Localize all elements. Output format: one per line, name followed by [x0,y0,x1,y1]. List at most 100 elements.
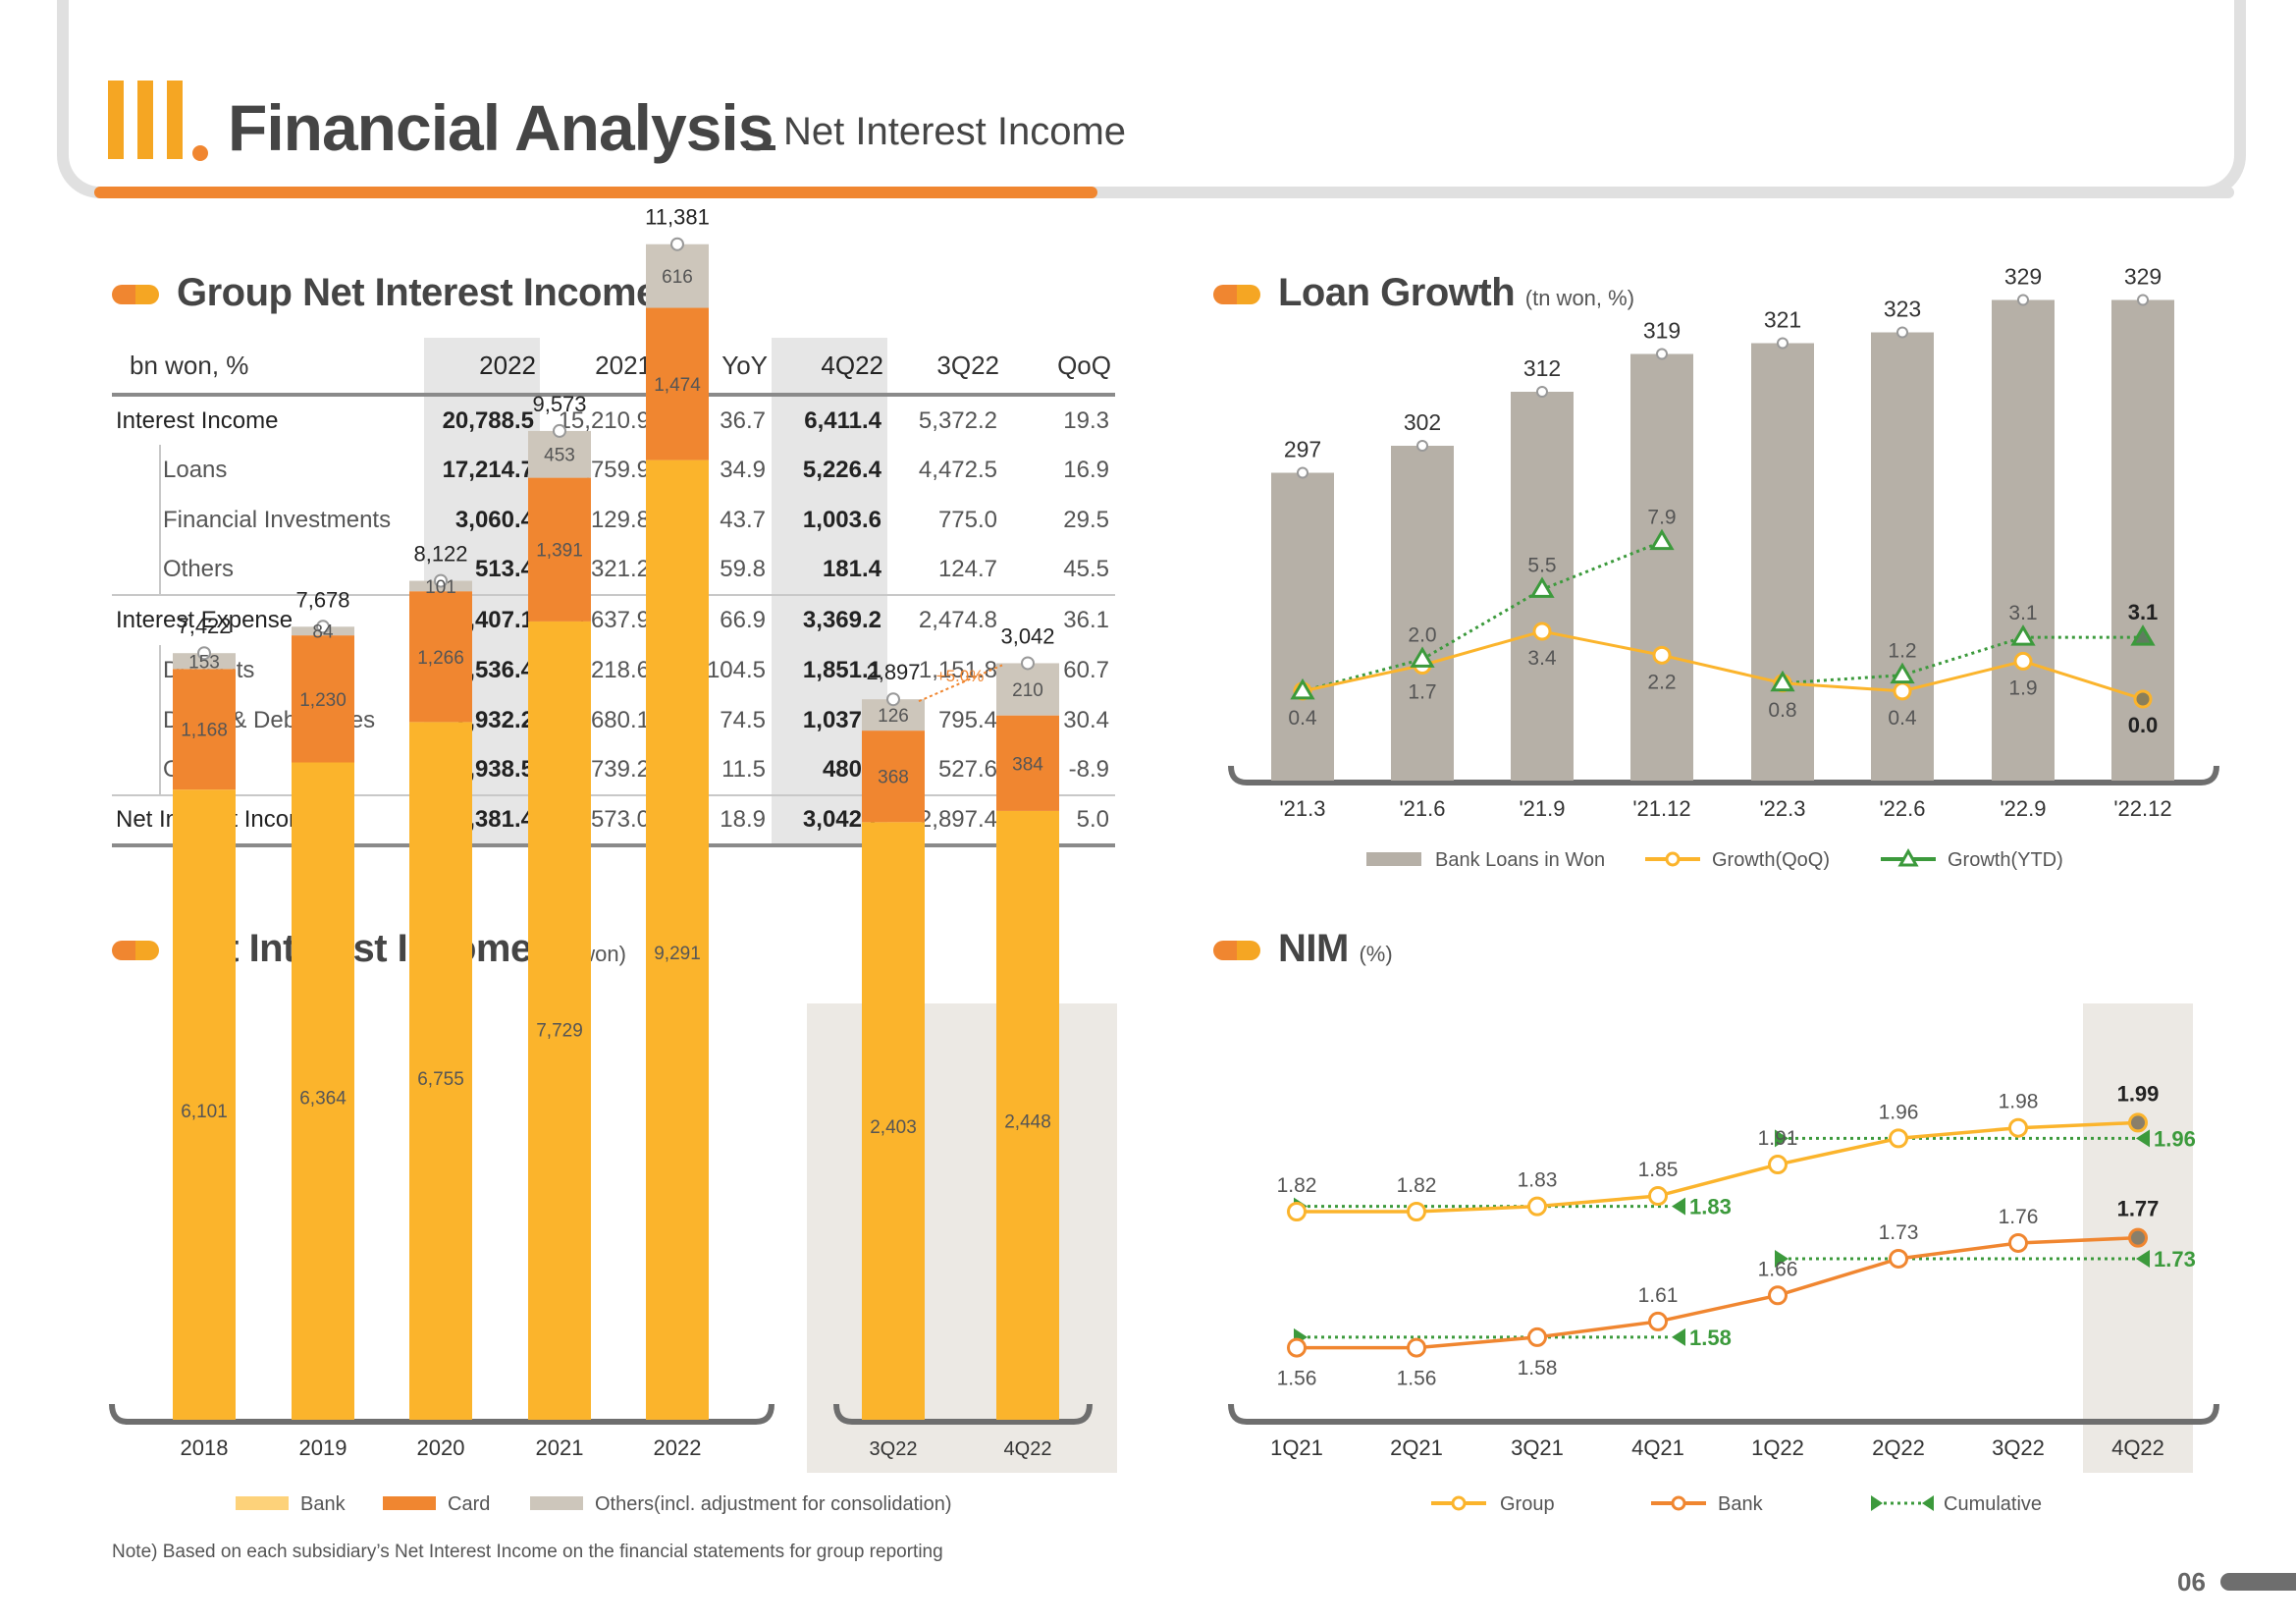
legend-swatch-others [530,1496,583,1510]
others-value-label: 126 [878,706,909,727]
bank-nim-line [1297,1235,2139,1350]
x-tick-label: 4Q22 [2111,1435,2164,1460]
x-tick-label: 3Q21 [1511,1435,1564,1460]
legend-marker-cumulative-end [1922,1495,1934,1511]
section-number-mark [108,81,208,161]
bank-segment [292,762,354,1420]
bank-nim-marker [1407,1337,1426,1358]
quarter-highlight-panel [807,1003,1117,1473]
legend-label: Bank [1718,1493,1764,1515]
table-row: Others 513.4 321.2 59.8 181.4 124.7 45.5 [112,545,1115,595]
bar-value-label: 329 [2124,264,2162,290]
bank-nim-label: 1.66 [1758,1258,1798,1280]
group-nim-label: 1.91 [1758,1127,1798,1150]
table-cell: 43.7 [720,506,766,533]
bank-nim-label: 1.76 [1999,1206,2039,1228]
table-cell: 60.7 [1063,656,1109,683]
qoq-value-label: 0.0 [2128,713,2159,737]
loan-bar [1992,299,2055,781]
page-title: Financial Analysis [228,91,774,164]
legend-label: Cumulative [1944,1493,2042,1515]
legend-marker-bank [1671,1495,1686,1511]
bank-segment [528,621,591,1420]
bank-nim-marker [2008,1232,2028,1253]
qoq-line [1302,629,2144,701]
legend-marker-qoq [1665,851,1681,867]
ytd-marker [1649,528,1675,551]
qoq-marker [1532,622,1552,641]
legend-label: Growth(QoQ) [1712,849,1830,871]
table-cell: 20,788.5 [424,394,540,445]
x-tick-label: 2Q22 [1872,1435,1925,1460]
group-nim-label: 1.82 [1277,1174,1317,1197]
bank-nim-marker [1648,1311,1668,1331]
x-tick-label: '22.9 [2000,796,2046,821]
table-cell: 775.0 [937,506,997,533]
card-value-label: 1,266 [417,648,464,669]
legend-swatch-bank [236,1496,289,1510]
ytd-marker [2010,624,2036,646]
legend-swatch-bank-loans [1366,852,1421,866]
bank-nim-marker [1287,1337,1307,1358]
row-label: Others [112,545,424,595]
bar-top-marker [1896,326,1908,339]
bar-top-marker [1536,386,1548,398]
table-row: Loans 17,214.7 12,759.9 34.9 5,226.4 4,472.5 1… [112,445,1115,495]
ytd-marker [1890,662,1915,684]
total-value-label: 2,897 [866,660,920,684]
cumulative-end-marker [2136,1129,2150,1148]
table-cell: 3,060.4 [424,495,540,545]
group-nim-marker [2008,1117,2028,1138]
legend-swatch-card [383,1496,436,1510]
legend-label: Growth(YTD) [1948,849,2063,871]
bank-nim-marker [2128,1227,2148,1248]
qoq-marker [1893,681,1912,701]
table-cell: 4,472.5 [918,456,997,483]
qoq-value-label: 1.9 [2008,677,2037,699]
table-cell: 795.4 [937,706,997,733]
table-cell: 19.3 [1003,394,1115,445]
qoq-value-label: 0.4 [1888,707,1917,730]
ytd-value-label: 2.0 [1408,623,1436,646]
ytd-value-label: 1.2 [1888,640,1916,663]
others-value-label: 453 [544,446,575,466]
table-cell: 45.5 [1063,556,1109,582]
total-value-label: 3,042 [1000,623,1054,648]
card-value-label: 1,230 [299,690,347,711]
legend-label: Bank Loans in Won [1435,849,1605,871]
others-value-label: 101 [425,577,456,598]
cumulative-end-marker [2136,1249,2150,1268]
table-cell: 36.1 [1003,594,1115,645]
cumulative-value-label: 1.83 [1689,1195,1732,1219]
legend-label: Others(incl. adjustment for consolidatio… [595,1493,952,1515]
card-value-label: 384 [1012,754,1043,775]
table-cell: 527.6 [937,756,997,783]
total-value-label: 11,381 [645,205,710,230]
row-label: Interest Expense [112,594,424,645]
table-cell: 59.8 [720,556,766,582]
bank-value-label: 7,729 [536,1021,583,1042]
change-label: +5.0% [936,667,985,685]
group-nim-label: 1.82 [1397,1174,1437,1197]
ytd-marker [1410,646,1435,668]
others-value-label: 153 [188,652,220,673]
cumulative-end-marker [1672,1327,1685,1346]
bank-value-label: 6,755 [417,1069,464,1090]
group-nim-label: 1.83 [1518,1169,1558,1192]
stack-top-marker [434,573,448,588]
bank-nim-label: 1.56 [1397,1368,1437,1390]
bar-top-marker [1777,337,1789,350]
x-tick-label: 2022 [654,1435,702,1460]
table-row: Interest Income 20,788.5 15,210.9 36.7 6,411… [112,394,1115,445]
card-segment [173,669,236,790]
legend-marker-group [1451,1495,1467,1511]
x-tick-label: 3Q22 [1992,1435,2045,1460]
loan-bar [1751,343,1814,781]
card-segment [292,635,354,763]
bank-nim-marker [1527,1326,1547,1347]
card-segment [646,307,709,460]
group-nim-label: 1.98 [1999,1091,2039,1113]
table-cell: -8.9 [1068,756,1109,783]
cumulative-end-marker [1672,1197,1685,1216]
loan-growth-chart: 297 '21.3 302 '21.6 312 '21.9 319 '21.12 321 '22.… [1228,264,2219,871]
